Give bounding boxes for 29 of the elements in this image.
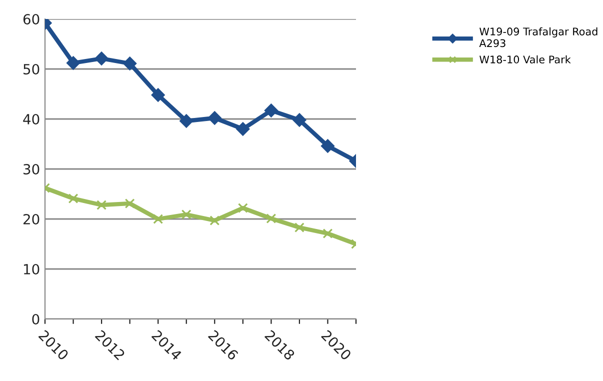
- point: [153, 214, 164, 224]
- y-tick-label: 0: [32, 314, 40, 324]
- point: [294, 222, 304, 232]
- point: [238, 203, 248, 213]
- point: [322, 228, 333, 238]
- legend-label: W19-09 Trafalgar Road A293: [479, 27, 598, 48]
- point: [94, 52, 108, 66]
- y-tick-label: 10: [24, 264, 40, 274]
- point: [266, 214, 276, 224]
- point: [96, 200, 107, 210]
- y-tick-label: 40: [23, 114, 40, 124]
- legend-label: W18-10 Vale Park: [480, 55, 571, 64]
- point: [68, 194, 78, 204]
- point: [208, 111, 222, 125]
- point: [181, 210, 192, 220]
- point: [236, 122, 250, 136]
- point: [321, 139, 334, 153]
- point: [66, 56, 80, 70]
- y-tick-label: 20: [23, 214, 40, 224]
- point: [180, 114, 194, 128]
- y-tick-label: 60: [23, 14, 40, 24]
- y-tick-label: 50: [24, 64, 40, 74]
- point: [264, 104, 278, 118]
- point: [151, 88, 165, 102]
- point: [123, 56, 137, 70]
- point: [124, 198, 135, 208]
- point: [210, 216, 220, 226]
- y-tick-label: 30: [24, 164, 40, 174]
- point: [292, 113, 306, 127]
